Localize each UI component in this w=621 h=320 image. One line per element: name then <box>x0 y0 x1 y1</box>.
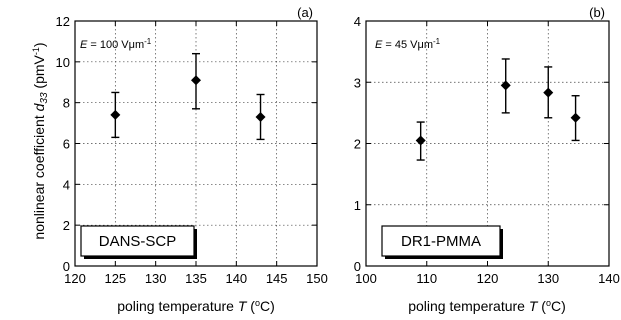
data-point <box>110 109 121 120</box>
x-axis-label: poling temperature T (oC) <box>408 298 566 314</box>
data-point <box>500 80 511 91</box>
y-tick-label: 2 <box>63 218 70 233</box>
data-point <box>570 112 581 123</box>
y-tick-label: 1 <box>354 198 361 213</box>
data-point <box>191 75 201 86</box>
x-axis-label: poling temperature T (oC) <box>117 298 275 314</box>
y-tick-label: 6 <box>63 137 70 152</box>
panel-tag: (b) <box>589 5 605 20</box>
x-tick-label: 120 <box>64 271 86 286</box>
field-annotation: E = 45 Vμm-1 <box>375 37 441 51</box>
y-tick-label: 0 <box>354 259 361 274</box>
x-tick-label: 150 <box>306 271 328 286</box>
x-tick-label: 145 <box>266 271 288 286</box>
x-tick-label: 140 <box>225 271 247 286</box>
material-label: DR1-PMMA <box>401 233 481 250</box>
y-tick-label: 2 <box>354 137 361 152</box>
x-tick-label: 130 <box>145 271 167 286</box>
x-tick-label: 100 <box>355 271 377 286</box>
x-tick-label: 130 <box>537 271 559 286</box>
material-box <box>80 225 195 257</box>
y-tick-label: 4 <box>354 14 361 29</box>
panel-tag: (a) <box>297 5 313 20</box>
material-box <box>381 225 501 257</box>
y-tick-label: 10 <box>56 55 70 70</box>
material-label: DANS-SCP <box>99 233 177 250</box>
y-tick-label: 4 <box>63 177 70 192</box>
field-annotation: E = 100 Vμm-1 <box>80 37 152 51</box>
data-point <box>415 135 426 146</box>
data-point <box>255 111 266 122</box>
data-point <box>543 87 554 98</box>
x-tick-label: 140 <box>598 271 620 286</box>
y-axis-label: nonlinear coefficient d33 (pmV-1) <box>31 42 50 239</box>
y-tick-label: 8 <box>63 96 70 111</box>
y-tick-label: 3 <box>354 75 361 90</box>
panel-b: 100 110 120 130 140 0 1 2 3 4 (b) E = 45 Vμm-1 DR1-P… <box>354 5 620 314</box>
panel-a: 120 125 130 135 140 145 150 0 2 4 6 8 10 12 (a) E = 100… <box>56 5 328 314</box>
x-tick-label: 125 <box>104 271 126 286</box>
y-tick-label: 12 <box>56 14 70 29</box>
x-tick-label: 120 <box>477 271 499 286</box>
x-tick-label: 110 <box>416 271 437 286</box>
y-tick-label: 0 <box>63 259 70 274</box>
x-tick-label: 135 <box>185 271 207 286</box>
